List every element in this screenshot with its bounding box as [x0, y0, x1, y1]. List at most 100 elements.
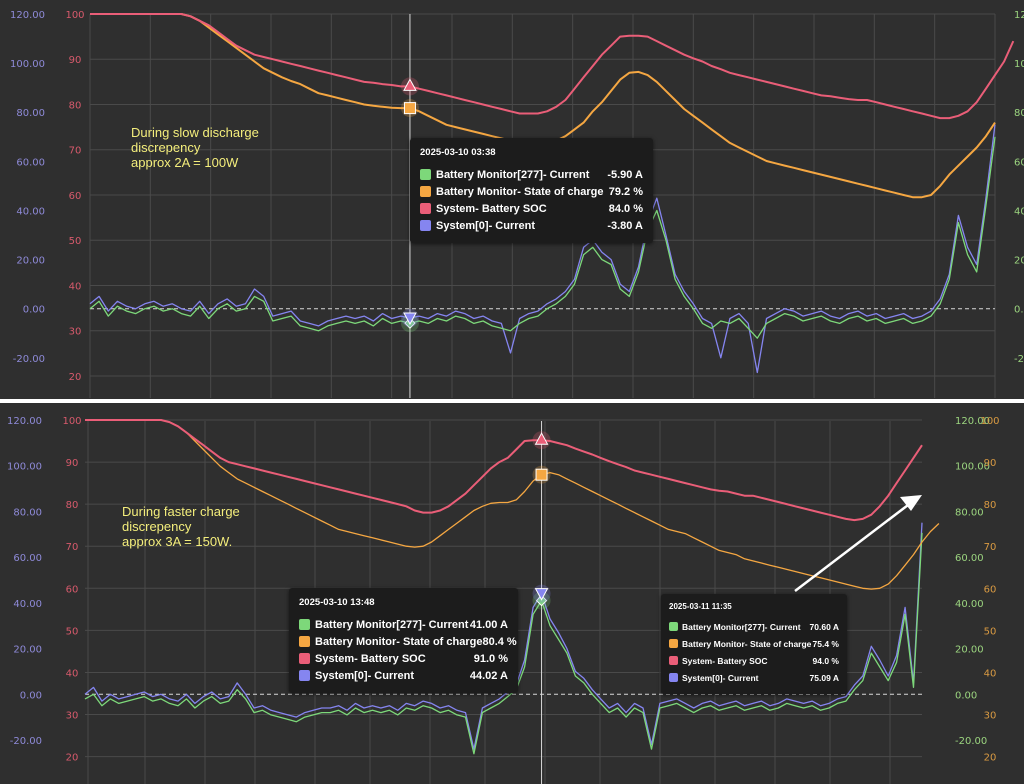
tooltip-value: 41.00 A [469, 618, 508, 631]
y-tick-label-soc: 20 [69, 372, 82, 383]
tooltip-label: Battery Monitor- State of charge [436, 185, 604, 198]
y-tick-label-current: 120.00 [10, 10, 45, 21]
y-tick-label-right-soc: 90 [984, 458, 997, 469]
bottom-tooltip: 2025-03-10 13:48 Battery Monitor[277]- C… [289, 588, 518, 693]
y-tick-label-soc: 60 [66, 584, 79, 595]
tooltip-row-battery-soc: Battery Monitor- State of charge 79.2 % [420, 183, 643, 200]
legend-swatch-battery-current [669, 622, 678, 631]
y-tick-label-soc: 100 [65, 10, 84, 21]
series-line-system-battery-soc [90, 13, 1015, 120]
legend-swatch-battery-soc [669, 639, 678, 648]
y-tick-label-soc: 90 [66, 458, 79, 469]
tooltip-label: System[0]- Current [315, 669, 415, 682]
tooltip-value: -5.90 A [607, 168, 643, 181]
y-tick-label-current: 100.00 [10, 59, 45, 70]
y-tick-label-soc: 90 [69, 55, 82, 66]
y-tick-label-right-current: 100.00 [955, 462, 990, 473]
top-annotation-line: During slow discharge [131, 125, 259, 140]
tooltip-label: System- Battery SOC [436, 202, 547, 215]
marker-triangle-down [534, 588, 549, 601]
y-tick-label-right-current: 100.00 [1014, 59, 1024, 70]
legend-swatch-system-current [420, 220, 431, 231]
series-line-system-battery-soc [85, 419, 923, 522]
y-tick-label-current: 80.00 [13, 507, 42, 518]
legend-swatch-battery-current [420, 169, 431, 180]
tooltip-label: System- Battery SOC [682, 655, 768, 666]
marker-square [535, 468, 548, 481]
y-tick-label-right-soc: 60 [984, 584, 997, 595]
tooltip-value: 70.60 A [809, 621, 839, 632]
y-tick-label-soc: 60 [69, 191, 82, 202]
tooltip-label: Battery Monitor[277]- Current [682, 621, 801, 632]
tooltip-row-battery-current: Battery Monitor[277]- Current 41.00 A [299, 616, 508, 633]
top-annotation-line: discrepency [131, 140, 201, 155]
y-tick-label-right-current: 40.00 [955, 599, 984, 610]
y-tick-label-right-soc: 70 [984, 542, 997, 553]
tooltip-timestamp: 2025-03-11 11:35 [669, 602, 732, 611]
y-tick-label-current: 0.00 [23, 305, 45, 316]
y-tick-label-soc: 50 [69, 236, 82, 247]
y-tick-label-soc: 100 [62, 416, 81, 427]
y-tick-label-right-current: 80.00 [1014, 108, 1024, 119]
y-tick-label-soc: 40 [66, 668, 79, 679]
bottom-annotation: During faster charge discrepency approx … [122, 504, 240, 549]
y-tick-label-soc: 50 [66, 626, 79, 637]
tooltip-row-system-soc: System- Battery SOC 91.0 % [299, 650, 508, 667]
tooltip-label: System[0]- Current [682, 672, 759, 683]
top-annotation: During slow discharge discrepency approx… [131, 125, 259, 170]
tooltip-row-system-current: System[0]- Current -3.80 A [420, 217, 643, 234]
tooltip-value: 94.0 % [812, 655, 839, 666]
y-tick-label-right-soc: 30 [984, 711, 997, 722]
y-tick-label-right-current: 60.00 [955, 553, 984, 564]
y-tick-label-right-current: -20.00 [955, 736, 987, 747]
series-line-battery-monitor-277-current [89, 136, 996, 339]
legend-swatch-system-soc [669, 656, 678, 665]
y-tick-label-soc: 70 [66, 542, 79, 553]
tooltip-value: 75.4 % [812, 638, 839, 649]
bottom-annotation-line: During faster charge [122, 504, 240, 519]
legend-swatch-system-current [299, 670, 310, 681]
top-annotation-line: approx 2A = 100W [131, 155, 239, 170]
y-tick-label-right-soc: 40 [984, 668, 997, 679]
y-tick-label-right-current: 0.00 [1014, 305, 1024, 316]
bottom-annotation-line: discrepency [122, 519, 192, 534]
marker-triangle-down [403, 312, 417, 326]
y-tick-label-right-soc: 20 [984, 753, 997, 764]
panel-divider [0, 399, 1024, 403]
tooltip-row-system-soc: System- Battery SOC 94.0 % [669, 652, 839, 669]
y-tick-label-soc: 70 [69, 146, 82, 157]
y-tick-label-right-current: 60.00 [1014, 157, 1024, 168]
tooltip-label: System[0]- Current [436, 219, 536, 232]
y-tick-label-current: -20.00 [13, 354, 45, 365]
tooltip-value: 91.0 % [473, 652, 508, 665]
tooltip-value: 79.2 % [608, 185, 643, 198]
tooltip-row-system-soc: System- Battery SOC 84.0 % [420, 200, 643, 217]
y-tick-label-current: -20.00 [10, 736, 42, 747]
y-tick-label-right-soc: 50 [984, 626, 997, 637]
tooltip-value: 84.0 % [608, 202, 643, 215]
y-tick-label-soc: 80 [69, 100, 82, 111]
top-chart[interactable]: 100 90 80 70 60 50 40 30 20 120.00 100.00 80.00 60.0… [0, 0, 1024, 399]
y-tick-label-soc: 30 [69, 327, 82, 338]
y-tick-label-current: 20.00 [13, 645, 42, 656]
y-tick-label-current: 80.00 [16, 108, 45, 119]
tooltip-timestamp: 2025-03-10 03:38 [420, 147, 496, 158]
y-tick-label-current: 60.00 [16, 157, 45, 168]
y-tick-label-right-current: 80.00 [955, 507, 984, 518]
y-tick-label-soc: 40 [69, 281, 82, 292]
tooltip-timestamp: 2025-03-10 13:48 [299, 597, 375, 608]
y-tick-label-right-current: 20.00 [955, 645, 984, 656]
y-tick-label-soc: 80 [66, 500, 79, 511]
marker-square [403, 102, 416, 115]
marker-triangle-up [403, 78, 417, 91]
y-tick-label-right-current: -20.00 [1014, 354, 1024, 365]
tooltip-value: -3.80 A [607, 219, 643, 232]
y-tick-label-right-current: 0.00 [955, 690, 977, 701]
y-tick-label-current: 40.00 [13, 599, 42, 610]
series-line-battery-monitor-277-current [84, 532, 923, 755]
legend-swatch-system-soc [299, 653, 310, 664]
legend-swatch-system-current [669, 673, 678, 682]
legend-swatch-system-soc [420, 203, 431, 214]
y-tick-label-current: 40.00 [16, 206, 45, 217]
y-tick-label-right-current: 120.00 [955, 416, 990, 427]
